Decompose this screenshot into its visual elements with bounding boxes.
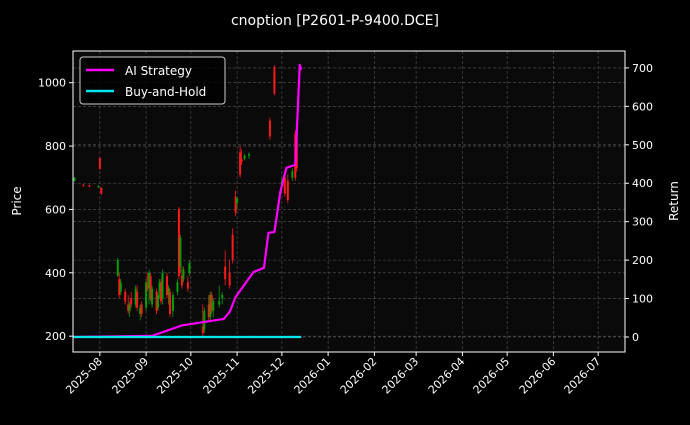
candle-body (210, 294, 213, 311)
candle-body (161, 272, 164, 299)
candle-body (128, 304, 131, 311)
legend-label-buy-and-hold: Buy-and-Hold (125, 85, 206, 99)
candle-body (88, 185, 91, 187)
candle-body (221, 294, 224, 299)
y-axis-left-label: Price (10, 186, 24, 215)
candle-body (239, 152, 242, 175)
candle-body (146, 285, 149, 289)
candle-body (157, 294, 160, 308)
y-left-tick-label: 400 (45, 267, 66, 280)
candle-body (283, 177, 286, 194)
y-right-tick-label: 500 (632, 139, 653, 152)
y-axis-left: 200 400 600 800 1000 (38, 77, 73, 343)
plot-frame (72, 50, 626, 353)
candle-body (168, 291, 171, 314)
candle-body (268, 120, 271, 137)
candle-body (248, 153, 251, 156)
candles (73, 65, 298, 337)
candle-body (139, 307, 142, 314)
candle-body (151, 288, 154, 305)
candle-body (207, 304, 210, 318)
candle-body (160, 282, 163, 302)
candle-body (203, 310, 206, 330)
legend: AI Strategy Buy-and-Hold (79, 56, 226, 105)
candle-body (231, 234, 234, 261)
candle-body (224, 266, 227, 280)
y-axis-right-label: Return (667, 181, 681, 221)
candle-body (273, 66, 276, 94)
ai-strategy-line (72, 63, 303, 339)
candle-body (155, 291, 158, 311)
y-left-tick-label: 600 (45, 203, 66, 216)
candle-body (130, 298, 133, 305)
candle-body (127, 304, 130, 311)
y-right-tick-label: 400 (632, 177, 653, 190)
candle-body (179, 237, 182, 267)
y-right-tick-label: 200 (632, 254, 653, 267)
candle-body (118, 279, 121, 295)
legend-label-ai-strategy: AI Strategy (125, 64, 192, 78)
candle-body (116, 260, 119, 276)
candle-body (124, 291, 127, 302)
candle-body (134, 288, 137, 305)
y-left-tick-label: 200 (45, 330, 66, 343)
candle-body (100, 187, 103, 194)
candle-body (286, 180, 289, 200)
series-lines (72, 63, 303, 339)
candle-body (98, 158, 101, 169)
y-right-tick-label: 100 (632, 293, 653, 306)
candle-body (158, 282, 161, 292)
candle-body (212, 301, 215, 311)
candle-body (180, 275, 183, 286)
candle-body (171, 294, 174, 311)
candle-body (228, 272, 231, 286)
candle-body (201, 326, 204, 333)
y-left-tick-label: 800 (45, 140, 66, 153)
candle-body (240, 158, 243, 162)
y-right-tick-label: 700 (632, 62, 653, 75)
candle-body (188, 263, 191, 273)
candle-body (243, 155, 246, 159)
candle-body (176, 282, 179, 292)
candle-body (236, 198, 239, 204)
candle-body (186, 282, 189, 289)
candle-body (82, 184, 85, 186)
chart-title: cnoption [P2601-P-9400.DCE] (231, 13, 439, 29)
candle-body (182, 269, 185, 280)
y-right-tick-label: 300 (632, 216, 653, 229)
grid (73, 51, 625, 352)
legend-box (79, 56, 226, 105)
candle-body (165, 275, 168, 295)
candle-body (291, 171, 294, 178)
candle-body (177, 209, 180, 276)
candle-body (167, 288, 170, 295)
candle-body (148, 272, 151, 289)
candle-body (140, 304, 143, 314)
y-right-tick-label: 0 (632, 331, 639, 344)
candle-body (234, 196, 237, 213)
y-axis-right: 0 100 200 300 400 500 600 700 (625, 62, 653, 344)
candle-body (73, 177, 76, 181)
candle-body (136, 291, 139, 308)
candle-body (97, 185, 100, 187)
y-right-tick-label: 600 (632, 100, 653, 113)
candle-body (149, 275, 152, 299)
y-left-tick-label: 1000 (38, 77, 66, 90)
candle-body (218, 301, 221, 305)
candle-body (209, 294, 212, 318)
candle-body (119, 282, 122, 292)
candle-body (145, 282, 148, 308)
